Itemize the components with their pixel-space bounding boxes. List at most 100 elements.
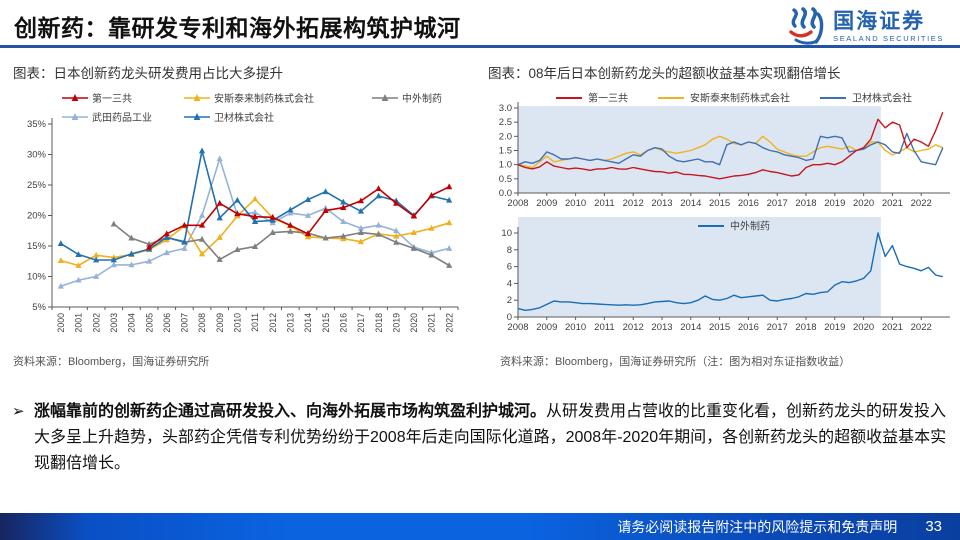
svg-text:2.0: 2.0 <box>499 131 512 142</box>
svg-text:2003: 2003 <box>109 313 119 333</box>
svg-text:2011: 2011 <box>594 322 614 333</box>
svg-text:2017: 2017 <box>356 313 366 333</box>
svg-text:2018: 2018 <box>795 322 816 333</box>
svg-text:2016: 2016 <box>738 198 759 209</box>
bullet-lead: 涨幅靠前的创新药企通过高研发投入、向海外拓展市场构筑盈利护城河。 <box>34 403 547 420</box>
svg-text:2014: 2014 <box>680 198 701 209</box>
line-chart-rd-expense-ratio: 5% 10% 15% 20% 25% 30% 35% 2000 2001 2002 2003 2004… <box>27 118 459 333</box>
svg-text:2020: 2020 <box>853 322 874 333</box>
legend-item: 中外制药 <box>372 90 442 105</box>
svg-text:2009: 2009 <box>215 313 225 333</box>
svg-text:2007: 2007 <box>180 313 190 333</box>
svg-text:2017: 2017 <box>767 322 788 333</box>
svg-text:2015: 2015 <box>709 198 730 209</box>
legend-item: 安斯泰来制药株式会社 <box>184 90 372 105</box>
body-paragraph: ➢ 涨幅靠前的创新药企通过高研发投入、向海外拓展市场构筑盈利护城河。从研发费用占… <box>12 399 948 477</box>
chart-legend-left: 第一三共 安斯泰来制药株式会社 中外制药武田药品工业 卫材株式会社 <box>62 90 442 124</box>
svg-text:2013: 2013 <box>651 322 672 333</box>
svg-text:2005: 2005 <box>144 313 154 333</box>
svg-text:2018: 2018 <box>374 313 384 333</box>
logo-icon <box>789 7 824 45</box>
svg-text:1.0: 1.0 <box>499 160 512 171</box>
svg-text:安斯泰来制药株式会社: 安斯泰来制药株式会社 <box>690 92 790 105</box>
svg-text:2012: 2012 <box>623 198 644 209</box>
svg-text:2020: 2020 <box>853 198 874 209</box>
figure-caption-left: 图表：日本创新药龙头研发费用占比大多提升 <box>13 66 283 81</box>
svg-text:2009: 2009 <box>536 322 557 333</box>
legend-item: 卫材株式会社 <box>184 109 372 124</box>
legend-item: 第一三共 <box>62 90 184 105</box>
svg-text:2015: 2015 <box>709 322 730 333</box>
svg-text:2006: 2006 <box>162 313 172 333</box>
svg-text:2022: 2022 <box>911 198 932 209</box>
svg-text:2011: 2011 <box>250 313 260 332</box>
svg-text:2012: 2012 <box>268 313 278 333</box>
legend-item: 武田药品工业 <box>62 109 184 124</box>
svg-text:2021: 2021 <box>882 198 903 209</box>
svg-text:2020: 2020 <box>409 313 419 333</box>
svg-text:2009: 2009 <box>536 198 557 209</box>
svg-text:0.0: 0.0 <box>499 188 512 199</box>
bullet-text: 涨幅靠前的创新药企通过高研发投入、向海外拓展市场构筑盈利护城河。从研发费用占营收… <box>34 399 948 477</box>
svg-text:2017: 2017 <box>767 198 788 209</box>
svg-text:2004: 2004 <box>127 313 137 333</box>
svg-text:6: 6 <box>507 262 512 273</box>
company-logo: 国海证券 SEALAND SECURITIES <box>786 7 944 47</box>
legend-marker-icon <box>62 93 88 101</box>
svg-text:2000: 2000 <box>56 313 66 333</box>
svg-text:中外制药: 中外制药 <box>730 220 770 233</box>
footer-bar: 请务必阅读报告附注中的风险提示和免责声明 33 <box>0 513 960 540</box>
svg-text:2008: 2008 <box>507 322 528 333</box>
svg-text:2022: 2022 <box>444 313 454 333</box>
svg-text:15%: 15% <box>27 241 47 252</box>
svg-text:1.5: 1.5 <box>499 146 512 157</box>
svg-text:2014: 2014 <box>680 322 701 333</box>
svg-text:35%: 35% <box>27 119 47 130</box>
svg-text:8: 8 <box>507 245 512 256</box>
svg-text:10: 10 <box>501 228 512 239</box>
logo-company-name: 国海证券 <box>833 10 926 34</box>
svg-text:0: 0 <box>507 312 512 323</box>
legend-marker-icon <box>62 112 88 120</box>
svg-text:2021: 2021 <box>427 313 437 333</box>
svg-text:5%: 5% <box>32 302 46 313</box>
bullet-rest: 从研发费用占营收的比重变化看，创新药龙头的研发投入大多呈上升趋势，头部药企凭借专… <box>34 403 947 472</box>
svg-text:2012: 2012 <box>623 322 644 333</box>
svg-text:4: 4 <box>507 278 512 289</box>
svg-text:2019: 2019 <box>824 322 845 333</box>
legend-marker-icon <box>184 93 210 101</box>
svg-text:第一三共: 第一三共 <box>588 92 628 105</box>
svg-text:20%: 20% <box>27 211 47 222</box>
svg-text:10%: 10% <box>27 272 47 283</box>
svg-text:2021: 2021 <box>882 322 903 333</box>
header-divider <box>0 45 960 48</box>
svg-text:2002: 2002 <box>91 313 101 333</box>
svg-text:卫材株式会社: 卫材株式会社 <box>852 92 912 105</box>
svg-text:25%: 25% <box>27 180 47 191</box>
page-number: 33 <box>925 518 942 535</box>
bullet-arrow-icon: ➢ <box>12 403 25 420</box>
svg-text:2008: 2008 <box>507 198 528 209</box>
svg-text:2016: 2016 <box>338 313 348 333</box>
svg-text:2013: 2013 <box>651 198 672 209</box>
svg-text:2001: 2001 <box>74 313 84 333</box>
svg-text:2019: 2019 <box>391 313 401 333</box>
figure-caption-right: 图表：08年后日本创新药龙头的超额收益基本实现翻倍增长 <box>488 66 841 81</box>
svg-text:2016: 2016 <box>738 322 759 333</box>
svg-text:2013: 2013 <box>286 313 296 333</box>
svg-text:2011: 2011 <box>594 198 614 209</box>
legend-marker-icon <box>372 93 398 101</box>
svg-text:2015: 2015 <box>321 313 331 333</box>
line-chart-excess-return-chugai: 0 2 4 6 8 10 2008 2009 2010 2011 2012 2013 2014 2015 2… <box>501 217 950 333</box>
source-note-right: 资料来源：Bloomberg，国海证券研究所（注：图为相对东证指数收益） <box>500 356 851 368</box>
svg-text:2018: 2018 <box>795 198 816 209</box>
svg-text:30%: 30% <box>27 150 47 161</box>
page-title: 创新药：靠研发专利和海外拓展构筑护城河 <box>14 15 461 41</box>
svg-text:3.0: 3.0 <box>499 103 512 114</box>
svg-text:0.5: 0.5 <box>499 174 512 185</box>
logo-company-name-en: SEALAND SECURITIES <box>833 34 944 44</box>
source-note-left: 资料来源：Bloomberg，国海证券研究所 <box>13 356 210 368</box>
svg-text:2022: 2022 <box>911 322 932 333</box>
svg-text:2010: 2010 <box>565 322 586 333</box>
